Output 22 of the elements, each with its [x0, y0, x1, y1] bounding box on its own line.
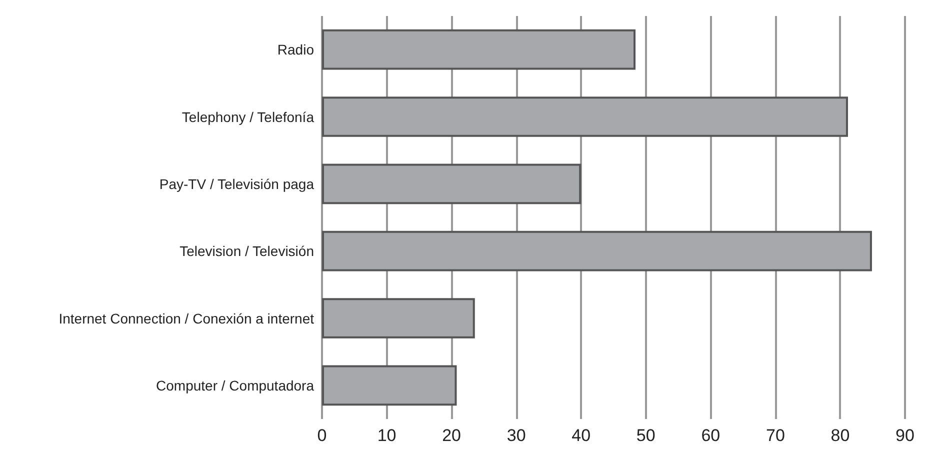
bar — [322, 29, 636, 70]
x-tick-label: 60 — [701, 426, 720, 445]
x-tick-label: 70 — [766, 426, 785, 445]
y-tick-label: Telephony / Telefonía — [182, 108, 314, 125]
bar — [322, 365, 457, 406]
x-tick-label: 0 — [317, 426, 327, 445]
x-tick-label: 40 — [572, 426, 591, 445]
x-tick-label: 80 — [830, 426, 850, 445]
y-tick-label: Television / Televisión — [180, 243, 314, 260]
y-tick-label: Pay-TV / Televisión paga — [159, 176, 314, 192]
bar — [322, 96, 848, 137]
x-tick-label: 20 — [442, 426, 462, 445]
y-tick-label: Radio — [277, 42, 314, 58]
x-tick-label: 50 — [636, 426, 656, 445]
bar — [322, 298, 475, 338]
x-tick-label: 30 — [506, 426, 526, 445]
bar — [322, 164, 582, 204]
y-tick-label: Computer / Computadora — [156, 377, 314, 394]
bar — [322, 230, 872, 272]
x-tick-label: 90 — [896, 426, 914, 445]
x-tick-label: 10 — [377, 426, 396, 445]
y-tick-label: Internet Connection / Conexión a internet — [58, 310, 314, 326]
